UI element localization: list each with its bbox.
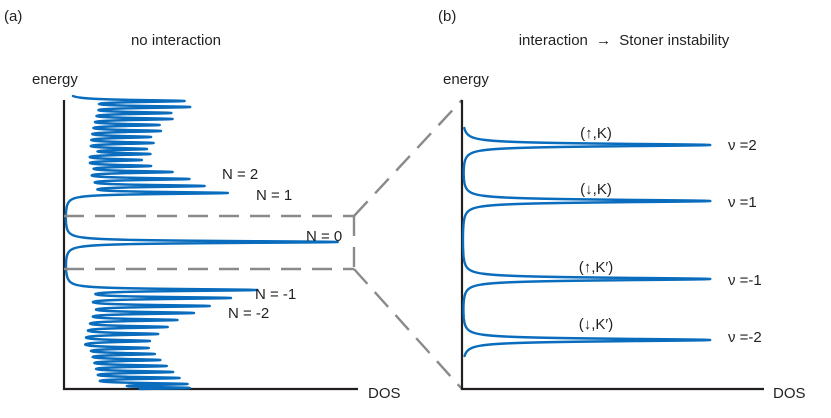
panel-b-title-arrow: → (596, 32, 611, 49)
level-label-n-minus-2: N = -2 (228, 305, 269, 322)
panel-a-axes (62, 100, 358, 391)
panel-b-title-right: Stoner instability (619, 32, 730, 49)
panel-a-title: no interaction (131, 32, 221, 49)
state-label-up-kprime: (↑,K′) (579, 259, 613, 276)
panel-b-letter: (b) (438, 8, 456, 25)
zoom-line-upper (353, 99, 463, 217)
panel-a: (a) no interaction energy DOS N = 2 N = … (4, 8, 401, 402)
panel-b-title-left: interaction (519, 32, 588, 49)
panel-a-y-axis-label: energy (32, 71, 78, 88)
state-label-down-kprime: (↓,K′) (579, 316, 613, 333)
filling-label-nu-1: ν =1 (728, 194, 757, 211)
zoom-connector (352, 99, 463, 390)
filling-label-nu-minus-2: ν =-2 (728, 329, 762, 346)
level-label-n1: N = 1 (256, 187, 292, 204)
panel-b-dos-curve (461, 126, 712, 358)
panel-b: (b) interaction → Stoner instability ene… (438, 8, 806, 402)
panel-a-x-axis-label: DOS (368, 385, 401, 402)
filling-label-nu-minus-1: ν =-1 (728, 272, 762, 289)
level-label-n2: N = 2 (222, 166, 258, 183)
panel-a-letter: (a) (4, 8, 22, 25)
level-label-n-minus-1: N = -1 (255, 286, 296, 303)
panel-b-axes (460, 100, 764, 391)
zoom-line-lower (353, 268, 463, 390)
level-label-n0: N = 0 (306, 228, 342, 245)
panel-a-dos-curve (64, 94, 339, 391)
filling-label-nu-2: ν =2 (728, 137, 757, 154)
panel-b-x-axis-label: DOS (773, 385, 806, 402)
panel-b-title: interaction → Stoner instability (519, 32, 730, 49)
state-label-down-k: (↓,K) (580, 181, 612, 198)
panel-b-y-axis-label: energy (443, 71, 489, 88)
state-label-up-k: (↑,K) (580, 125, 612, 142)
